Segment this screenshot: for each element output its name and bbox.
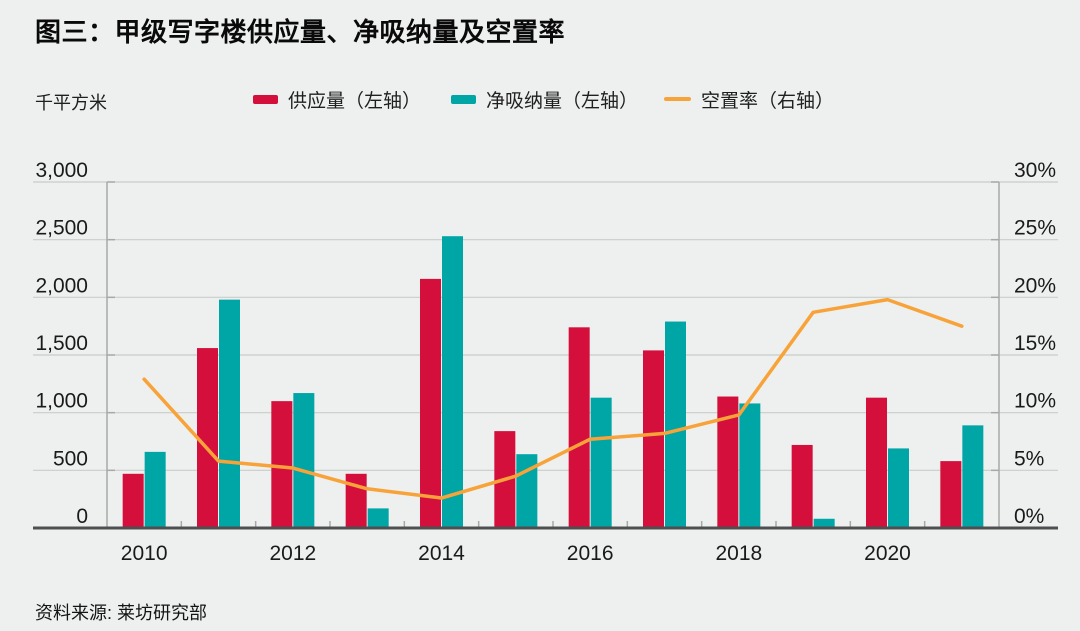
left-axis-tick-label: 2,000 [35,274,88,297]
absorption-bar-2011 [219,299,240,528]
absorption-bar-2010 [144,451,166,528]
legend-label-vacancy: 空置率（右轴） [701,90,835,112]
legend-item-vacancy: 空置率（右轴） [664,86,834,112]
legend-label-supply: 供应量（左轴） [288,90,422,112]
absorption-bar-2020 [888,448,909,528]
page-title: 图三：甲级写字楼供应量、净吸纳量及空置率 [35,17,566,47]
source-note: 资料来源: 莱坊研究部 [35,603,208,623]
left-axis-tick-label: 0 [76,505,88,528]
supply-bar-2017 [643,350,664,528]
right-axis-tick-label: 20% [1014,274,1056,297]
left-axis-tick-label: 2,500 [35,217,88,240]
left-axis-tick-label: 1,000 [35,390,88,413]
legend-item-supply: 供应量（左轴） [253,86,421,112]
absorption-bar-2012 [293,393,315,528]
x-axis-label-2016: 2016 [567,542,614,565]
vacancy-line-swatch-icon [664,97,691,101]
x-axis-label-2014: 2014 [418,542,465,565]
x-axis-label-2010: 2010 [121,542,168,565]
supply-swatch-icon [253,94,278,104]
absorption-bar-2013 [367,508,389,528]
supply-bar-2021 [940,461,962,528]
supply-bar-2018 [717,396,739,528]
supply-bar-2014 [420,278,441,528]
supply-bar-2016 [568,327,590,528]
supply-bar-2010 [122,473,144,528]
left-axis-tick-label: 1,500 [35,332,88,355]
right-axis-tick-label: 30% [1014,159,1056,182]
vacancy-line [142,297,964,500]
right-axis-tick-label: 25% [1014,217,1056,240]
left-axis-tick-label: 3,000 [35,159,88,182]
absorption-bar-2014 [442,236,463,528]
legend-item-absorption: 净吸纳量（左轴） [451,86,638,112]
right-axis-tick-label: 15% [1014,332,1056,355]
x-axis-label-2018: 2018 [715,542,762,565]
left-axis-unit-label: 千平方米 [35,93,107,113]
absorption-bar-2017 [665,321,686,528]
legend-label-absorption: 净吸纳量（左轴） [486,90,639,112]
absorption-swatch-icon [451,94,476,104]
supply-bar-2012 [271,401,293,528]
right-axis-tick-label: 5% [1014,447,1044,470]
supply-bar-2020 [866,397,887,528]
absorption-bar-2016 [590,397,612,528]
supply-bar-2011 [197,348,218,528]
x-axis-label-2012: 2012 [269,542,316,565]
right-axis-tick-label: 0% [1014,505,1044,528]
absorption-bar-2018 [739,403,761,528]
right-axis-tick-label: 10% [1014,390,1056,413]
absorption-bar-2021 [962,425,984,528]
left-axis-tick-label: 500 [53,447,88,470]
absorption-bar-2019 [813,518,835,528]
x-axis-label-2020: 2020 [864,542,911,565]
supply-bar-2019 [791,444,813,528]
